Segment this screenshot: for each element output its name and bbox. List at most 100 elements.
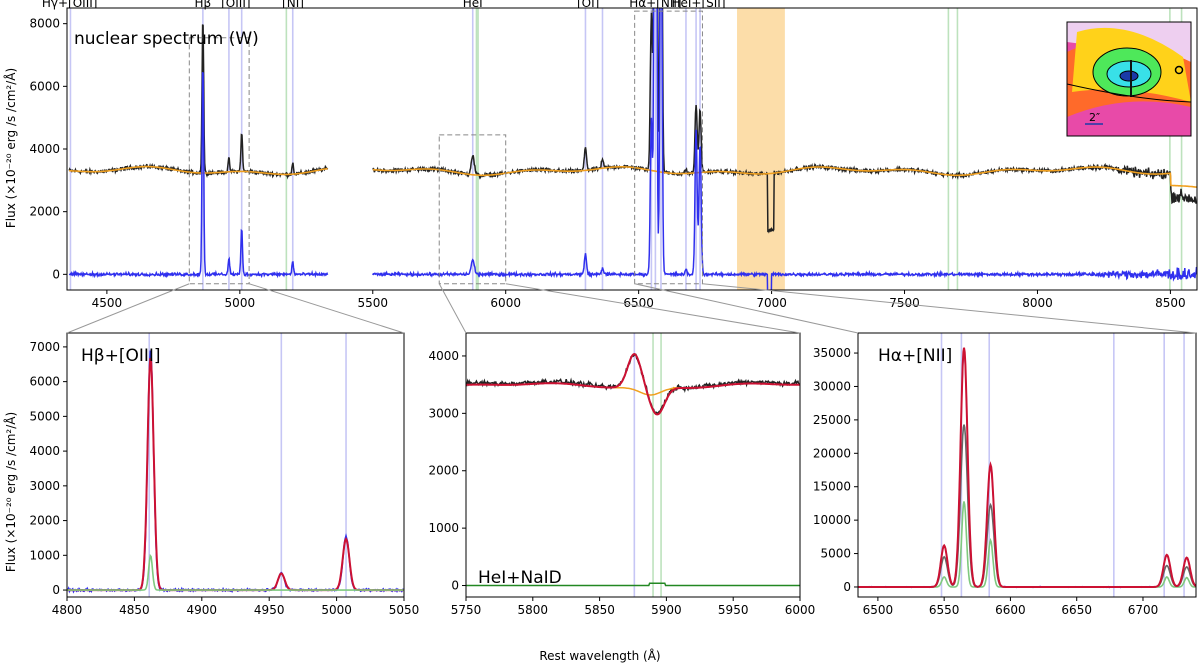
inset-marker	[1174, 65, 1184, 75]
line-label: [OI]	[577, 0, 599, 10]
shared-xlabel: Rest wavelength (Å)	[539, 648, 660, 663]
x-tick-label: 5850	[584, 603, 615, 617]
y-tick-label: 4000	[29, 142, 60, 156]
series-line-2	[68, 71, 329, 279]
panel-title: Hβ+[OIII]	[81, 346, 161, 366]
panel-hei-naid: 5750 5800 5850 5900 5950 6000 0 1000 2000 3000 400…	[428, 332, 816, 617]
zoom-box	[634, 10, 703, 285]
x-tick-label: 5950	[718, 603, 749, 617]
inset-contour-inner	[1119, 70, 1139, 82]
x-tick-label: 5000	[321, 603, 352, 617]
line-label: Hγ+[OIII]	[42, 0, 98, 10]
axes-frame	[465, 332, 801, 598]
x-tick-label: 4850	[119, 603, 150, 617]
y-tick-label: 3000	[428, 406, 459, 420]
observed-line	[858, 350, 1196, 589]
series-line-0	[67, 350, 404, 594]
series-line-2	[67, 553, 404, 591]
y-tick-label: 5000	[820, 547, 851, 561]
x-tick-label: 4500	[92, 296, 123, 310]
x-tick-label: 4900	[187, 603, 218, 617]
zoom-connectors	[66, 283, 1197, 334]
y-tick-label: 3000	[29, 479, 60, 493]
y-tick-label: 6000	[29, 79, 60, 93]
line-label: HeI+[SII]	[671, 0, 725, 10]
line-label: Hα+[NII]	[629, 0, 681, 10]
y-tick-label: 4000	[29, 444, 60, 458]
y-tick-label: 10000	[813, 513, 851, 527]
series-line-2	[372, 8, 1197, 290]
inset-content: 2″	[1067, 22, 1191, 136]
x-tick-label: 6000	[785, 603, 816, 617]
line-label: [OIII]	[221, 0, 250, 10]
zoom-box	[188, 37, 250, 285]
inset-image: 2″	[1066, 21, 1192, 137]
y-tick-label: 1000	[29, 548, 60, 562]
x-tick-label: 6500	[863, 603, 894, 617]
inset-scale-label: 2″	[1089, 111, 1100, 124]
x-tick-label: 7000	[756, 296, 787, 310]
y-tick-label: 2000	[428, 464, 459, 478]
y-tick-label: 35000	[813, 346, 851, 360]
y-tick-label: 7000	[29, 340, 60, 354]
x-tick-label: 4950	[254, 603, 285, 617]
line-label: HeI	[463, 0, 483, 10]
y-tick-label: 6000	[29, 375, 60, 389]
bottom-ylabel: Flux (×10⁻²⁰ erg /s /cm²/Å)	[3, 412, 18, 572]
series-line-2	[466, 353, 800, 416]
inset-frame	[1066, 21, 1192, 137]
panel-title: Hα+[NII]	[878, 346, 952, 366]
x-tick-label: 5750	[451, 603, 482, 617]
series-line-1	[67, 357, 404, 592]
x-tick-label: 5000	[225, 296, 256, 310]
zoom-connector-line	[634, 283, 859, 334]
y-tick-label: 30000	[813, 379, 851, 393]
y-tick-label: 2000	[29, 514, 60, 528]
axes-frame	[66, 332, 405, 598]
x-tick-label: 6000	[490, 296, 521, 310]
zoom-connector-line	[505, 283, 801, 334]
x-tick-label: 5800	[518, 603, 549, 617]
series-line-1	[69, 165, 328, 176]
zoom-connector-line	[66, 283, 190, 334]
x-tick-label: 6700	[1128, 603, 1159, 617]
series-line-1	[858, 424, 1196, 588]
zoom-connector-line	[702, 283, 1197, 334]
x-tick-label: 6600	[995, 603, 1026, 617]
telluric-band	[737, 8, 785, 290]
y-tick-label: 4000	[428, 349, 459, 363]
y-tick-label: 25000	[813, 413, 851, 427]
axes-frame	[66, 7, 1198, 291]
zoom-connector-line	[438, 283, 467, 334]
panel-hbeta-oiii: 4800 4850 4900 4950 5000 5050 0 1000 2000 3000 400…	[29, 332, 419, 617]
panel-title: HeI+NaID	[478, 568, 562, 588]
line-label: [NI]	[282, 0, 304, 10]
x-tick-label: 6500	[623, 296, 654, 310]
x-tick-label: 5900	[651, 603, 682, 617]
panel-nuclear-spectrum: 4500 5000 5500 6000 6500 7000 7500 8000 8500 0 200…	[29, 0, 1198, 310]
y-tick-label: 2000	[29, 205, 60, 219]
x-tick-label: 6550	[929, 603, 960, 617]
panel-title: nuclear spectrum (W)	[74, 29, 259, 49]
axes-frame	[857, 332, 1197, 598]
line-label: Hβ	[195, 0, 212, 10]
y-tick-label: 20000	[813, 446, 851, 460]
y-tick-label: 1000	[428, 521, 459, 535]
zoom-box	[438, 134, 507, 285]
x-tick-label: 8500	[1155, 296, 1186, 310]
y-tick-label: 0	[451, 579, 459, 593]
x-tick-label: 6650	[1061, 603, 1092, 617]
y-tick-label: 5000	[29, 409, 60, 423]
y-tick-label: 15000	[813, 480, 851, 494]
zoom-connector-line	[248, 283, 405, 334]
y-tick-label: 0	[52, 267, 60, 281]
top-ylabel: Flux (×10⁻²⁰ erg /s /cm²/Å)	[3, 68, 18, 228]
series-line-0	[858, 347, 1196, 588]
panel-halpha-nii: 6500 6550 6600 6650 6700 0 5000 10000 15000 20000…	[813, 332, 1197, 617]
x-tick-label: 7500	[889, 296, 920, 310]
inset-contour-line	[1067, 83, 1191, 103]
series-line-2	[858, 501, 1196, 588]
y-tick-label: 0	[52, 583, 60, 597]
y-tick-label: 8000	[29, 17, 60, 31]
